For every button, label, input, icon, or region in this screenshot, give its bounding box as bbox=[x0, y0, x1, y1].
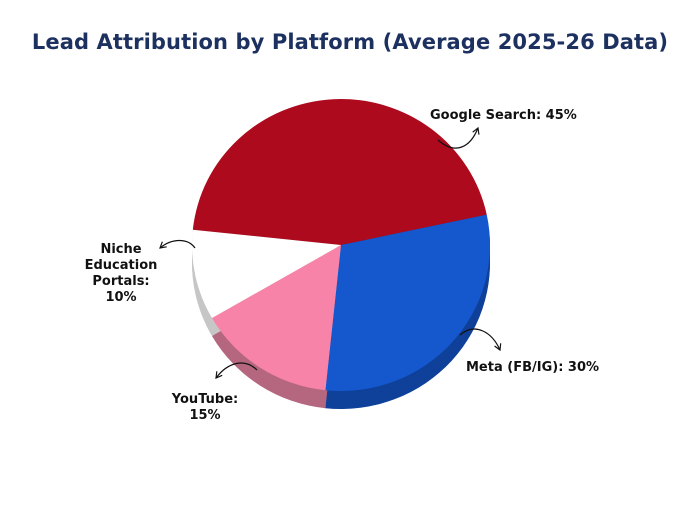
slice-niche-education-portals bbox=[191, 229, 341, 318]
chart-title: Lead Attribution by Platform (Average 20… bbox=[31, 30, 669, 54]
label-youtube: YouTube: 15% bbox=[171, 392, 239, 423]
youtube-arrow-icon bbox=[215, 362, 258, 379]
google-arrow-icon bbox=[437, 126, 480, 149]
slice-youtube bbox=[211, 245, 341, 391]
meta-arrow-icon bbox=[459, 328, 502, 352]
slice-meta bbox=[325, 214, 490, 392]
label-google-search: Google Search: 45% bbox=[430, 108, 577, 123]
label-niche-education-portals: Niche Education Portals: 10% bbox=[84, 242, 158, 305]
niche-arrow-icon bbox=[159, 239, 196, 249]
slice-google-search bbox=[192, 99, 487, 246]
label-meta: Meta (FB/IG): 30% bbox=[466, 360, 600, 375]
